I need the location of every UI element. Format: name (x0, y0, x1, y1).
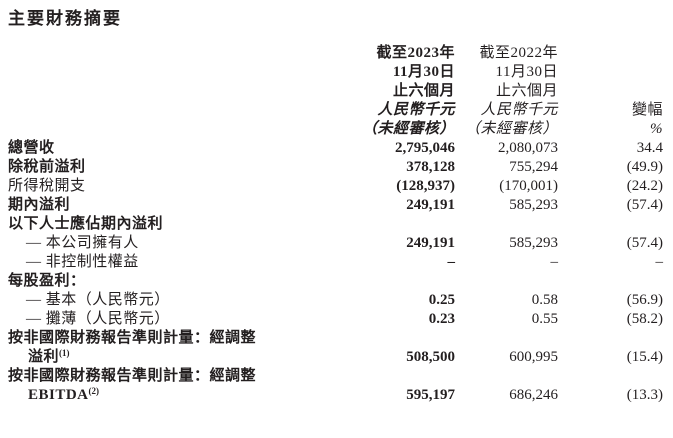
table-row: 按非國際財務報告準則計量：經調整溢利(1) 508,500 600,995 (1… (8, 329, 663, 367)
table-row: 每股盈利： (8, 272, 663, 291)
row-label-line: 按非國際財務報告準則計量：經調整 (8, 368, 257, 384)
row-label-line: 總營收 (8, 140, 55, 156)
header-line: 止六個月 (495, 83, 558, 99)
value-2022: (170,001) (499, 178, 558, 194)
row-label: — 攤薄（人民幣元） (8, 310, 338, 329)
header-line: 變幅 (631, 102, 663, 118)
value-change (558, 272, 663, 291)
table-row: 按非國際財務報告準則計量：經調整 EBITDA(2) 595,197 686,24… (8, 367, 663, 405)
value-2023: 595,197 (406, 387, 455, 403)
value-2022: 585,293 (509, 197, 558, 213)
row-label-line: 期內溢利 (8, 197, 71, 213)
row-label: 總營收 (8, 139, 338, 158)
table-row: 總營收 2,795,046 2,080,073 34.4 (8, 139, 663, 158)
footnote-marker: (1) (59, 348, 70, 358)
value-2022: 686,246 (509, 387, 558, 403)
row-label: 期內溢利 (8, 196, 338, 215)
value-2023 (338, 272, 455, 291)
value-change: (57.4) (626, 235, 663, 251)
row-label-line: — 攤薄（人民幣元） (26, 311, 170, 327)
row-label: — 非控制性權益 (8, 253, 338, 272)
value-2022: 585,293 (509, 235, 558, 251)
value-2022: 600,995 (509, 349, 558, 365)
value-2022: 755,294 (509, 159, 558, 175)
value-2023: – (447, 254, 456, 270)
value-change: (15.4) (626, 349, 663, 365)
value-change: (58.2) (626, 311, 663, 327)
row-label: 按非國際財務報告準則計量：經調整溢利(1) (8, 329, 338, 367)
value-2022: 0.55 (531, 311, 558, 327)
row-label-line: 每股盈利： (8, 273, 86, 289)
row-label-line: 除稅前溢利 (8, 159, 86, 175)
table-row: — 基本（人民幣元） 0.25 0.58 (56.9) (8, 291, 663, 310)
value-2023: 0.25 (428, 292, 455, 308)
value-change: (13.3) (626, 387, 663, 403)
value-2022 (455, 215, 558, 234)
header-line: 人民幣千元 (480, 102, 558, 118)
value-change: (49.9) (626, 159, 663, 175)
table-row: 所得稅開支 (128,937) (170,001) (24.2) (8, 177, 663, 196)
row-label: — 本公司擁有人 (8, 234, 338, 253)
row-label: 按非國際財務報告準則計量：經調整 EBITDA(2) (8, 367, 338, 405)
row-label: 所得稅開支 (8, 177, 338, 196)
table-row: — 本公司擁有人 249,191 585,293 (57.4) (8, 234, 663, 253)
table-row: 期內溢利 249,191 585,293 (57.4) (8, 196, 663, 215)
value-2023: 249,191 (406, 197, 455, 213)
row-label: 每股盈利： (8, 272, 338, 291)
table-row: — 攤薄（人民幣元） 0.23 0.55 (58.2) (8, 310, 663, 329)
value-2023 (338, 215, 455, 234)
value-change (558, 215, 663, 234)
table-row: 以下人士應佔期內溢利 (8, 215, 663, 234)
header-line: 11月30日 (495, 64, 558, 80)
row-label-line: — 基本（人民幣元） (26, 292, 170, 308)
value-change: (57.4) (626, 197, 663, 213)
header-line: 截至2022年 (479, 45, 558, 61)
header-line: （未經審核） (464, 121, 558, 137)
row-label-line: — 非控制性權益 (26, 254, 139, 270)
report-page: 主要財務摘要 截至2023年 11月30日 止六個月 人民幣千元 （未經審核） 截至20… (8, 9, 663, 405)
header-line: 人民幣千元 (377, 102, 455, 118)
header-line: 11月30日 (392, 64, 455, 80)
header-change: 變幅% (558, 44, 663, 139)
header-line: % (650, 121, 663, 137)
row-label-line2: 溢利(1) (28, 348, 70, 366)
value-change: (56.9) (626, 292, 663, 308)
header-spacer (8, 44, 338, 139)
financial-summary-table: 截至2023年 11月30日 止六個月 人民幣千元 （未經審核） 截至2022年 11月3… (8, 44, 663, 405)
value-2023: 249,191 (406, 235, 455, 251)
value-2023: 508,500 (406, 349, 455, 365)
row-label: 以下人士應佔期內溢利 (8, 215, 338, 234)
value-2022 (455, 272, 558, 291)
value-2022: 2,080,073 (498, 140, 558, 156)
header-line: （未經審核） (361, 121, 455, 137)
row-label-line: 所得稅開支 (8, 178, 86, 194)
value-2023: 2,795,046 (395, 140, 455, 156)
footnote-marker: (2) (88, 386, 100, 396)
value-2023: (128,937) (396, 178, 455, 194)
value-2023: 0.23 (428, 311, 455, 327)
value-2022: – (550, 254, 559, 270)
header-line: 止六個月 (392, 83, 455, 99)
header-line: 截至2023年 (376, 45, 455, 61)
row-label-line: 按非國際財務報告準則計量：經調整 (8, 330, 257, 346)
page-title: 主要財務摘要 (8, 9, 122, 28)
row-label: — 基本（人民幣元） (8, 291, 338, 310)
value-change: – (655, 254, 664, 270)
table-header-row: 截至2023年 11月30日 止六個月 人民幣千元 （未經審核） 截至2022年 11月3… (8, 44, 663, 139)
row-label: 除稅前溢利 (8, 158, 338, 177)
table-row: 除稅前溢利 378,128 755,294 (49.9) (8, 158, 663, 177)
row-label-line: 以下人士應佔期內溢利 (8, 216, 164, 232)
value-change: (24.2) (626, 178, 663, 194)
row-label-line: — 本公司擁有人 (26, 235, 139, 251)
header-period-2022: 截至2022年 11月30日 止六個月人民幣千元 （未經審核） (455, 44, 558, 139)
value-2022: 0.58 (531, 292, 558, 308)
table-row: — 非控制性權益 – – – (8, 253, 663, 272)
row-label-line2: EBITDA(2) (28, 386, 100, 404)
value-2023: 378,128 (406, 159, 455, 175)
value-change: 34.4 (636, 140, 663, 156)
header-period-2023: 截至2023年 11月30日 止六個月人民幣千元 （未經審核） (338, 44, 455, 139)
